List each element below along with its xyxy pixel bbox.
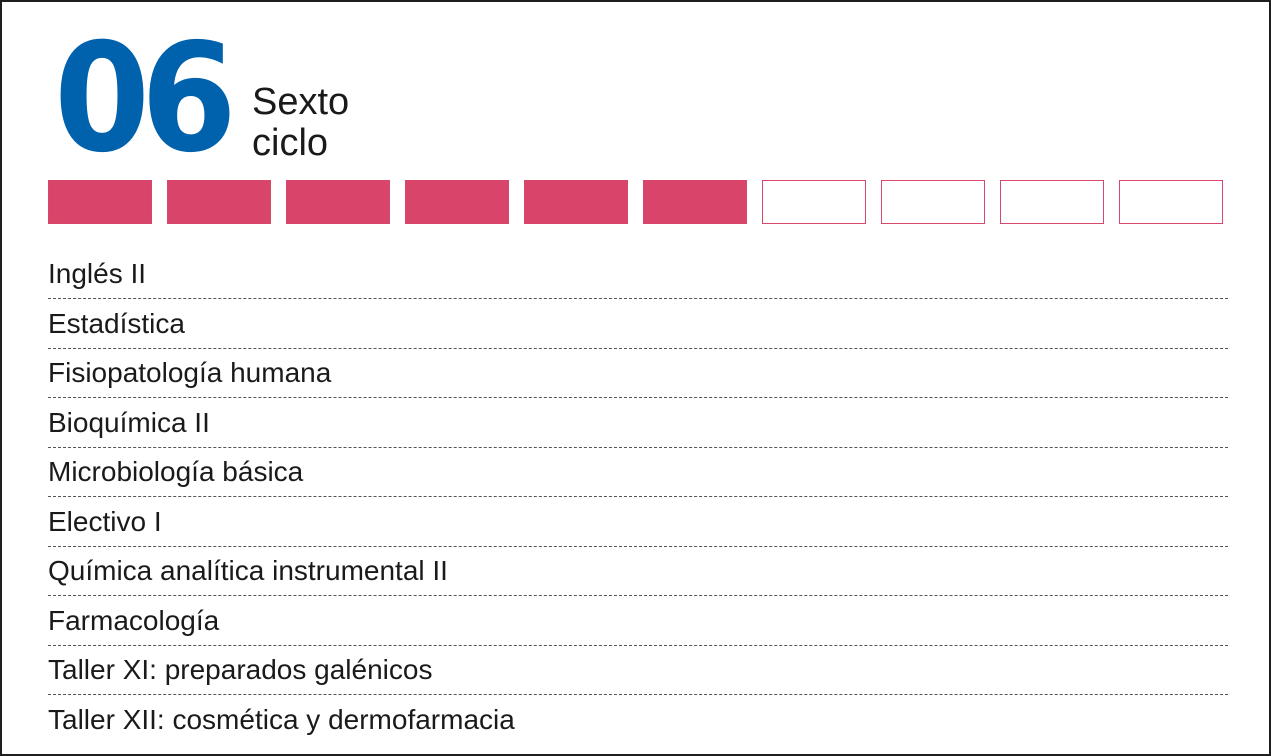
progress-segment-filled (167, 180, 271, 224)
course-item: Inglés II (48, 252, 1228, 299)
course-item: Estadística (48, 302, 1228, 349)
progress-segment-empty (1119, 180, 1223, 224)
progress-segment-filled (643, 180, 747, 224)
cycle-label-line1: Sexto (252, 81, 350, 123)
cycle-label: Sexto ciclo (252, 82, 349, 164)
cycle-label-line2: ciclo (252, 122, 329, 164)
course-item: Fisiopatología humana (48, 351, 1228, 398)
progress-segment-filled (286, 180, 390, 224)
course-item: Taller XII: cosmética y dermofarmacia (48, 703, 515, 735)
cycle-number: 06 (54, 12, 237, 186)
course-item: Bioquímica II (48, 401, 1228, 448)
progress-segment-filled (524, 180, 628, 224)
course-item: Microbiología básica (48, 450, 1228, 497)
course-item: Taller XI: preparados galénicos (48, 648, 1228, 695)
progress-segment-empty (881, 180, 985, 224)
progress-segment-filled (405, 180, 509, 224)
course-item: Farmacología (48, 599, 1228, 646)
progress-segment-empty (1000, 180, 1104, 224)
course-list: Inglés II Estadística Fisiopatología human… (48, 252, 1228, 747)
course-item: Química analítica instrumental II (48, 549, 1228, 596)
progress-segment-filled (48, 180, 152, 224)
course-item: Electivo I (48, 500, 1228, 547)
cycle-progress-bar (48, 180, 1223, 224)
progress-segment-empty (762, 180, 866, 224)
